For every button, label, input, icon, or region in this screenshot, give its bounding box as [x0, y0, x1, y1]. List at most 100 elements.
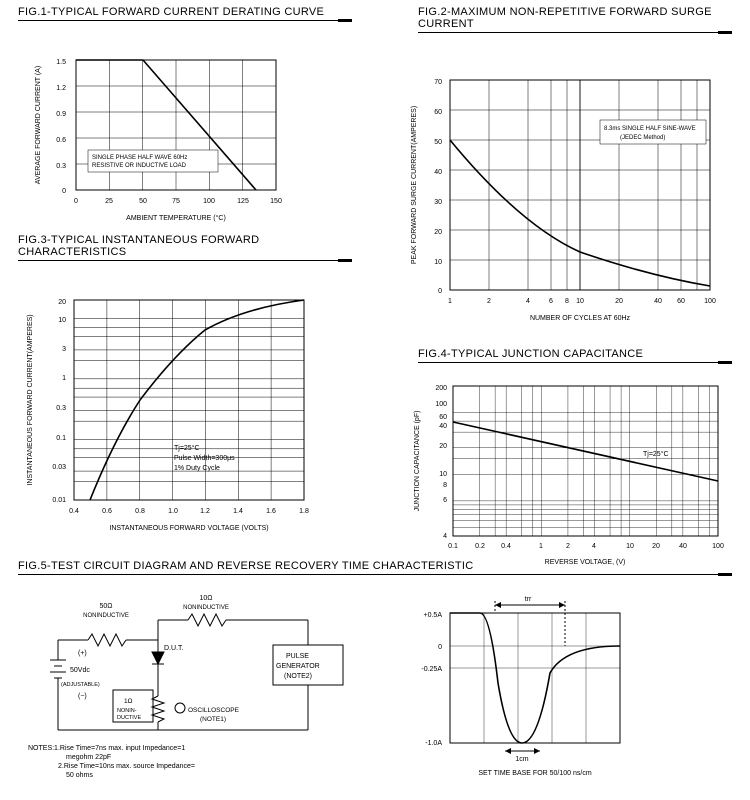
fig5-title: FIG.5-TEST CIRCUIT DIAGRAM AND REVERSE R…	[18, 560, 728, 572]
svg-text:125: 125	[237, 198, 249, 205]
svg-text:1.2: 1.2	[56, 85, 66, 92]
svg-text:4: 4	[526, 298, 530, 305]
svg-text:50Vdc: 50Vdc	[70, 667, 90, 674]
svg-text:20: 20	[434, 229, 442, 236]
svg-text:+0.5A: +0.5A	[424, 612, 443, 619]
svg-text:0.1: 0.1	[448, 543, 458, 550]
svg-text:1Ω: 1Ω	[124, 698, 133, 705]
svg-text:1.8: 1.8	[299, 508, 309, 515]
svg-text:(NOTE2): (NOTE2)	[284, 673, 312, 680]
fig5-rule	[18, 574, 728, 575]
svg-text:2.Rise Time=10ns max. source I: 2.Rise Time=10ns max. source Impedance=	[58, 763, 195, 770]
svg-text:1.0: 1.0	[168, 508, 178, 515]
svg-text:0.6: 0.6	[102, 508, 112, 515]
svg-text:100: 100	[712, 543, 724, 550]
svg-text:(ADJUSTABLE): (ADJUSTABLE)	[61, 682, 100, 688]
svg-text:20: 20	[439, 443, 447, 450]
svg-text:20: 20	[652, 543, 660, 550]
svg-text:Pulse Width=300μs: Pulse Width=300μs	[174, 455, 235, 462]
svg-text:(+): (+)	[78, 650, 87, 657]
svg-text:1.6: 1.6	[266, 508, 276, 515]
svg-text:-0.25A: -0.25A	[421, 666, 442, 673]
fig1-title: FIG.1-TYPICAL FORWARD CURRENT DERATING C…	[18, 6, 348, 18]
svg-text:0.01: 0.01	[52, 497, 66, 504]
svg-text:6: 6	[549, 298, 553, 305]
svg-text:INSTANTANEOUS FORWARD CURRENT(: INSTANTANEOUS FORWARD CURRENT(AMPERES)	[27, 314, 34, 485]
svg-text:2: 2	[487, 298, 491, 305]
fig2-rule	[418, 32, 728, 33]
svg-text:SINGLE PHASE HALF WAVE 60Hz: SINGLE PHASE HALF WAVE 60Hz	[92, 155, 187, 161]
svg-text:0.1: 0.1	[56, 435, 66, 442]
svg-text:10: 10	[626, 543, 634, 550]
svg-text:0.8: 0.8	[135, 508, 145, 515]
fig1-rule	[18, 20, 348, 21]
fig2-title: FIG.2-MAXIMUM NON-REPETITIVE FORWARD SUR…	[418, 6, 728, 30]
svg-text:70: 70	[434, 79, 442, 86]
fig5-circuit: 50Ω NONINDUCTIVE 10Ω NONINDUCTIVE (+) 50…	[28, 590, 358, 780]
svg-text:0: 0	[62, 188, 66, 195]
svg-text:200: 200	[435, 385, 447, 392]
svg-text:D.U.T.: D.U.T.	[164, 645, 184, 652]
svg-text:1.5: 1.5	[56, 59, 66, 66]
fig2-chart: 70 60 50 40 30 20 10 0 1 2 4 6 8 10 20 4…	[400, 70, 740, 330]
svg-text:2: 2	[566, 543, 570, 550]
svg-text:8.3ms SINGLE HALF SINE-WAVE: 8.3ms SINGLE HALF SINE-WAVE	[604, 126, 696, 132]
svg-text:1: 1	[62, 375, 66, 382]
fig3-chart: 20 10 3 1 0.3 0.1 0.03 0.01 0.4 0.6 0.8 …	[18, 290, 338, 540]
svg-text:Tj=25°C: Tj=25°C	[643, 450, 669, 458]
svg-text:10: 10	[434, 259, 442, 266]
svg-text:40: 40	[439, 423, 447, 430]
svg-text:AVERAGE FORWARD CURRENT (A): AVERAGE FORWARD CURRENT (A)	[35, 66, 42, 184]
svg-text:1: 1	[448, 298, 452, 305]
svg-text:0.9: 0.9	[56, 111, 66, 118]
svg-text:50 ohms: 50 ohms	[66, 772, 93, 779]
svg-text:PEAK FORWARD SURGE CURRENT(AMP: PEAK FORWARD SURGE CURRENT(AMPERES)	[411, 106, 418, 264]
svg-text:0.6: 0.6	[56, 137, 66, 144]
svg-text:60: 60	[434, 109, 442, 116]
svg-text:-1.0A: -1.0A	[425, 740, 442, 747]
svg-text:1cm: 1cm	[515, 756, 528, 763]
fig1-chart: 1.5 1.2 0.9 0.6 0.3 0 0 25 50 75 100 125…	[28, 50, 308, 230]
svg-text:4: 4	[592, 543, 596, 550]
svg-text:1: 1	[539, 543, 543, 550]
svg-text:NONIN-: NONIN-	[117, 708, 137, 714]
svg-text:(NOTE1): (NOTE1)	[200, 716, 226, 723]
svg-text:40: 40	[434, 169, 442, 176]
svg-text:100: 100	[704, 298, 716, 305]
fig4-title: FIG.4-TYPICAL JUNCTION CAPACITANCE	[418, 348, 728, 360]
svg-text:6: 6	[443, 497, 447, 504]
fig3-title: FIG.3-TYPICAL INSTANTANEOUS FORWARD CHAR…	[18, 234, 348, 258]
svg-text:AMBIENT TEMPERATURE (°C): AMBIENT TEMPERATURE (°C)	[126, 214, 226, 222]
svg-text:OSCILLOSCOPE: OSCILLOSCOPE	[188, 707, 240, 714]
svg-text:8: 8	[443, 482, 447, 489]
svg-text:50: 50	[139, 198, 147, 205]
svg-text:trr: trr	[525, 596, 532, 603]
svg-text:JUNCTION CAPACITANCE (pF): JUNCTION CAPACITANCE (pF)	[414, 411, 421, 512]
svg-text:0.2: 0.2	[475, 543, 485, 550]
svg-text:DUCTIVE: DUCTIVE	[117, 715, 141, 721]
svg-text:100: 100	[203, 198, 215, 205]
fig4-rule	[418, 362, 728, 363]
svg-text:60: 60	[439, 414, 447, 421]
svg-text:50Ω: 50Ω	[99, 603, 112, 610]
svg-text:Tj=25°C: Tj=25°C	[174, 444, 200, 452]
svg-text:50: 50	[434, 139, 442, 146]
svg-text:20: 20	[615, 298, 623, 305]
svg-text:150: 150	[270, 198, 282, 205]
svg-text:30: 30	[434, 199, 442, 206]
svg-text:0: 0	[438, 644, 442, 651]
svg-text:GENERATOR: GENERATOR	[276, 663, 320, 670]
svg-text:40: 40	[679, 543, 687, 550]
svg-text:INSTANTANEOUS FORWARD VOLTAGE: INSTANTANEOUS FORWARD VOLTAGE (VOLTS)	[109, 525, 268, 532]
svg-text:0.4: 0.4	[501, 543, 511, 550]
svg-text:10: 10	[58, 317, 66, 324]
svg-text:10Ω: 10Ω	[199, 595, 212, 602]
svg-text:0.3: 0.3	[56, 405, 66, 412]
svg-text:1.2: 1.2	[200, 508, 210, 515]
svg-text:0.3: 0.3	[56, 163, 66, 170]
svg-text:40: 40	[654, 298, 662, 305]
svg-text:0.03: 0.03	[52, 464, 66, 471]
svg-text:25: 25	[105, 198, 113, 205]
svg-text:4: 4	[443, 533, 447, 540]
svg-text:megohm 22pF: megohm 22pF	[66, 754, 111, 761]
